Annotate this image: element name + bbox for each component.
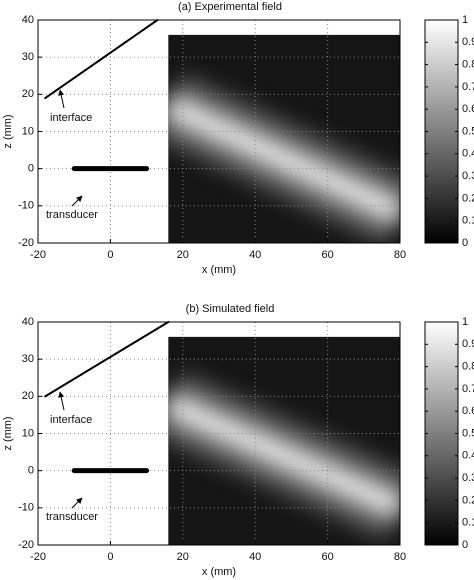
- colorbar-tick-label: 0: [462, 539, 468, 551]
- y-tick-label: 10: [22, 427, 34, 439]
- x-tick-label: 0: [107, 551, 113, 563]
- colorbar-tick-label: 0.4: [462, 450, 474, 462]
- beam: [168, 94, 400, 225]
- colorbar-tick-label: 0.7: [462, 383, 474, 395]
- y-tick-label: -20: [18, 237, 34, 249]
- axes-frame: [37, 19, 401, 244]
- interface-label: interface: [50, 414, 92, 426]
- x-tick-label: 80: [394, 249, 406, 261]
- x-tick-label: -20: [30, 249, 46, 261]
- y-tick-label: 40: [22, 316, 34, 328]
- colorbar-tick-label: 0.5: [462, 125, 474, 137]
- x-tick-label: 20: [177, 551, 189, 563]
- colorbar-tick-label: 0.1: [462, 517, 474, 529]
- x-tick-label: 0: [107, 249, 113, 261]
- y-tick-label: 40: [22, 14, 34, 26]
- y-tick-label: 0: [28, 465, 34, 477]
- colorbar-tick-label: 0.3: [462, 170, 474, 182]
- colorbar-tick-label: 0.3: [462, 472, 474, 484]
- colorbar-tick-label: 0.8: [462, 361, 474, 373]
- field-content: [168, 73, 400, 243]
- y-axis-label: z (mm): [2, 416, 14, 450]
- arrow: [71, 497, 83, 509]
- chart-title: (b) Simulated field: [186, 303, 275, 315]
- arrow: [58, 89, 65, 109]
- colorbar-tick-label: 0.4: [462, 148, 474, 160]
- arrow: [71, 195, 83, 207]
- colorbar-tick-label: 0.8: [462, 59, 474, 71]
- y-tick-label: 20: [22, 88, 34, 100]
- axes-frame: [37, 321, 401, 546]
- x-axis-label: x (mm): [202, 264, 236, 276]
- y-tick-label: -10: [18, 502, 34, 514]
- y-tick-label: -10: [18, 200, 34, 212]
- colorbar-tick-label: 0.6: [462, 405, 474, 417]
- colorbar-tick-label: 0.5: [462, 427, 474, 439]
- x-axis-label: x (mm): [202, 566, 236, 578]
- y-tick-label: 10: [22, 125, 34, 137]
- colorbar-tick-label: 0.2: [462, 494, 474, 506]
- beam: [168, 392, 400, 519]
- interface-line: [44, 321, 170, 398]
- interface-line: [44, 19, 159, 100]
- y-tick-label: 0: [28, 163, 34, 175]
- interface-label: interface: [50, 112, 92, 124]
- colorbar-tick-label: 0.1: [462, 215, 474, 227]
- colorbar-tick-label: 0: [462, 237, 468, 249]
- transducer-label: transducer: [46, 209, 98, 221]
- colorbar-tick-label: 0.2: [462, 192, 474, 204]
- colorbar-tick-label: 0.6: [462, 103, 474, 115]
- x-tick-label: 60: [321, 551, 333, 563]
- x-tick-label: 20: [177, 249, 189, 261]
- arrow: [58, 391, 65, 411]
- colorbar: [424, 19, 459, 244]
- colorbar-tick-label: 0.9: [462, 338, 474, 350]
- y-tick-label: 20: [22, 390, 34, 402]
- x-tick-label: 40: [249, 249, 261, 261]
- colorbar-tick-label: 0.9: [462, 36, 474, 48]
- y-tick-label: 30: [22, 353, 34, 365]
- x-tick-label: 60: [321, 249, 333, 261]
- y-tick-label: 30: [22, 51, 34, 63]
- field-content: [168, 371, 400, 540]
- x-tick-label: 40: [249, 551, 261, 563]
- colorbar-tick-label: 1: [462, 14, 468, 26]
- colorbar: [424, 321, 459, 546]
- x-tick-label: -20: [30, 551, 46, 563]
- chart-title: (a) Experimental field: [178, 1, 282, 13]
- transducer-label: transducer: [46, 511, 98, 523]
- x-tick-label: 80: [394, 551, 406, 563]
- colorbar-tick-label: 0.7: [462, 81, 474, 93]
- y-tick-label: -20: [18, 539, 34, 551]
- y-axis-label: z (mm): [2, 114, 14, 148]
- colorbar-tick-label: 1: [462, 316, 468, 328]
